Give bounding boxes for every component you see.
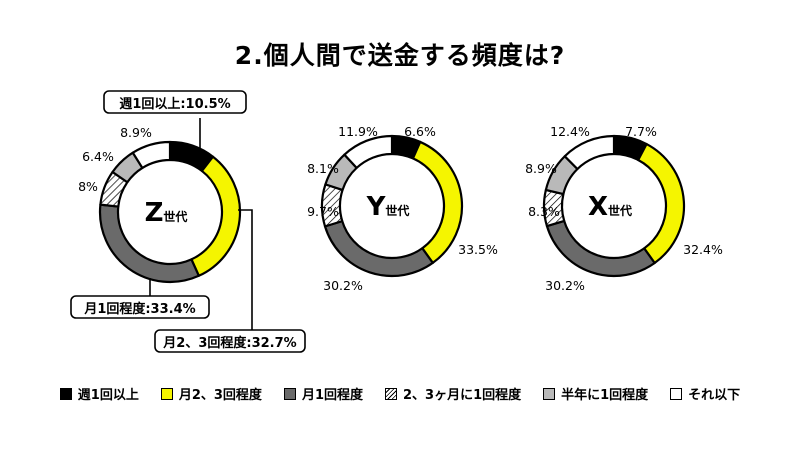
slice-value-label: 8.3%	[528, 204, 560, 219]
slice-value-label: 6.4%	[82, 149, 114, 164]
legend-label: 2、3ヶ月に1回程度	[402, 388, 522, 403]
legend-item: 半年に1回程度	[543, 384, 648, 403]
donut-center-label: X世代	[588, 192, 632, 222]
legend-item: 週1回以上	[59, 384, 139, 403]
donut-slice	[637, 142, 686, 265]
legend-item: 2、3ヶ月に1回程度	[384, 384, 522, 403]
slice-value-label: 12.4%	[550, 124, 590, 139]
slice-value-label: 33.5%	[458, 242, 498, 257]
legend-item: 月1回程度	[283, 384, 363, 403]
slice-value-label: 9.7%	[307, 204, 339, 219]
legend: 週1回以上 月2、3回程度 月1回程度 2、3ヶ月に1回程度 半年に1回程度 それ以下	[0, 384, 800, 403]
legend-swatch	[59, 387, 72, 400]
slice-value-label: 30.2%	[323, 278, 363, 293]
slice-value-label: 8%	[78, 179, 98, 194]
legend-label: 半年に1回程度	[561, 388, 649, 403]
label-box	[103, 90, 247, 114]
donut-slice	[343, 134, 394, 169]
donut-slice	[563, 134, 616, 171]
donut-center-label: Y世代	[366, 192, 410, 222]
slice-value-label: 月2、3回程度:32.7%	[162, 335, 296, 351]
donut-slice	[131, 140, 172, 170]
donut-slice	[323, 220, 434, 278]
slice-value-label: 7.7%	[625, 124, 657, 139]
slice-value-label: 8.1%	[307, 161, 339, 176]
slice-value-label: 月1回程度:33.4%	[83, 301, 195, 317]
label-box	[70, 295, 210, 319]
legend-label: 月2、3回程度	[178, 388, 262, 403]
slice-value-label: 32.4%	[683, 242, 723, 257]
label-box	[154, 329, 306, 353]
legend-swatch	[670, 387, 683, 400]
legend-item: 月2、3回程度	[160, 384, 262, 403]
legend-swatch	[543, 387, 556, 400]
legend-label: 月1回程度	[301, 388, 363, 403]
chart-title: 2.個人間で送金する頻度は?	[234, 41, 566, 70]
legend-swatch	[384, 387, 397, 400]
slice-value-label: 週1回以上:10.5%	[119, 97, 230, 112]
legend-item: それ以下	[670, 384, 740, 403]
slice-value-label: 6.6%	[404, 124, 436, 139]
slice-value-label: 8.9%	[525, 161, 557, 176]
legend-swatch	[160, 387, 173, 400]
legend-label: 週1回以上	[77, 388, 139, 403]
donut-center-label: Z世代	[145, 198, 188, 228]
donut-slice	[545, 219, 656, 278]
label-leader-line	[238, 209, 253, 335]
legend-swatch	[283, 387, 296, 400]
slice-value-label: 8.9%	[120, 125, 152, 140]
donut-slice	[190, 155, 242, 277]
slice-value-label: 30.2%	[545, 278, 585, 293]
legend-label: それ以下	[688, 388, 741, 403]
slice-value-label: 11.9%	[338, 124, 378, 139]
donut-slice	[411, 140, 464, 264]
